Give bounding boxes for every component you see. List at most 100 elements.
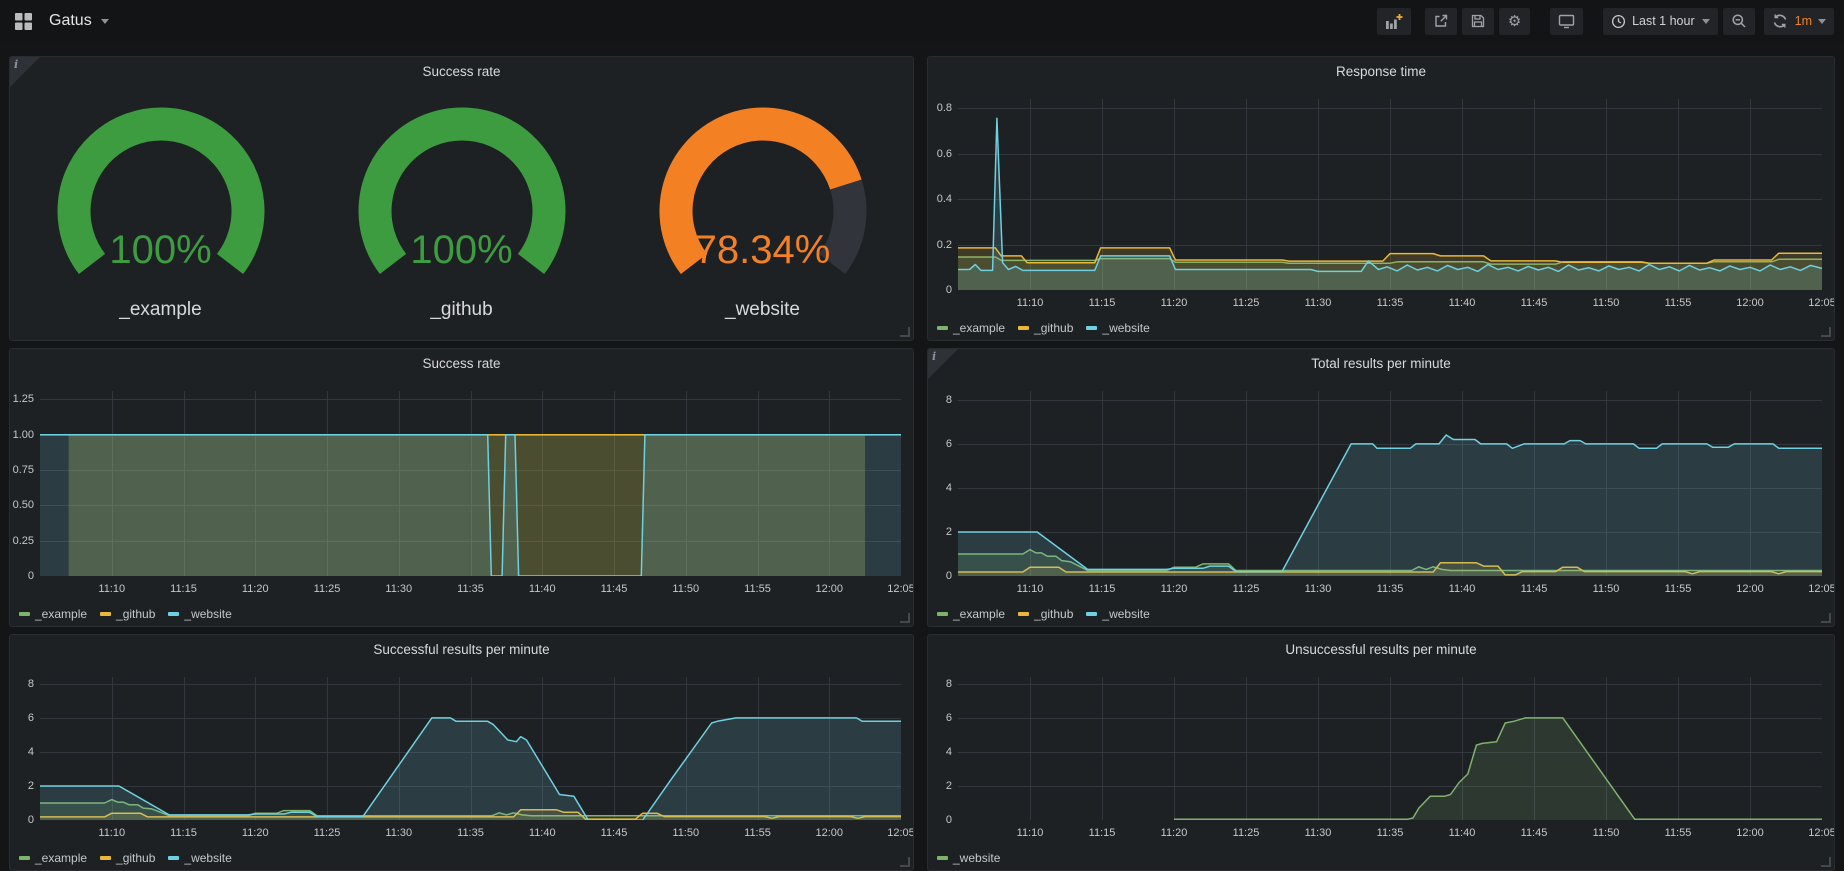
- legend-swatch: [937, 612, 948, 616]
- series-area-_website: [1174, 718, 1822, 820]
- panel-resize-handle[interactable]: [900, 327, 910, 337]
- legend-item-_website[interactable]: _website: [168, 607, 231, 621]
- panel-resize-handle[interactable]: [1821, 327, 1831, 337]
- dashboards-grid-button[interactable]: [10, 8, 37, 35]
- y-axis-tick-label: 4: [928, 482, 952, 494]
- panel-resize-handle[interactable]: [1821, 857, 1831, 867]
- caret-down-icon: [101, 19, 109, 24]
- x-axis-tick-label: 11:45: [586, 583, 642, 595]
- legend-item-_example[interactable]: _example: [937, 607, 1005, 621]
- add-panel-button[interactable]: [1377, 8, 1411, 35]
- legend: _example _github _website: [19, 851, 245, 865]
- y-axis-tick-label: 6: [928, 712, 952, 724]
- x-axis-tick-label: 11:45: [1506, 583, 1562, 595]
- gauge-_website: 78.34%_website: [613, 107, 913, 339]
- x-axis-tick-label: 11:55: [1650, 827, 1706, 839]
- chart-plot-area[interactable]: [40, 391, 901, 576]
- series-area-_website: [40, 718, 901, 820]
- y-axis-tick-label: 8: [928, 394, 952, 406]
- legend-swatch: [937, 326, 948, 330]
- y-axis-tick-label: 0: [10, 814, 34, 826]
- panel-title[interactable]: Success rate: [10, 356, 913, 371]
- legend-name: _website: [1102, 321, 1149, 335]
- chart-plot-area[interactable]: [958, 99, 1822, 290]
- panel-resize-handle[interactable]: [900, 857, 910, 867]
- y-axis-tick-label: 0.25: [10, 535, 34, 547]
- x-axis-tick-label: 11:15: [156, 827, 212, 839]
- panel-title[interactable]: Total results per minute: [928, 356, 1834, 371]
- chart-plot-area[interactable]: [958, 391, 1822, 576]
- zoom-out-button[interactable]: [1723, 8, 1755, 35]
- legend-name: _github: [1034, 607, 1073, 621]
- y-axis-tick-label: 0.75: [10, 464, 34, 476]
- x-axis-tick-label: 12:00: [1722, 583, 1778, 595]
- panel-resize-handle[interactable]: [900, 613, 910, 623]
- y-axis-tick-label: 1.00: [10, 429, 34, 441]
- chart-plot-area[interactable]: [958, 677, 1822, 820]
- legend-item-_github[interactable]: _github: [1018, 607, 1073, 621]
- y-axis-tick-label: 6: [10, 712, 34, 724]
- dashboard-title-dropdown[interactable]: Gatus: [49, 12, 109, 30]
- legend-name: _example: [953, 321, 1005, 335]
- legend-name: _example: [35, 607, 87, 621]
- legend-item-_website[interactable]: _website: [168, 851, 231, 865]
- legend-swatch: [100, 856, 111, 860]
- legend-swatch: [19, 856, 30, 860]
- time-range-picker[interactable]: Last 1 hour: [1603, 8, 1718, 35]
- legend-swatch: [100, 612, 111, 616]
- legend-swatch: [168, 612, 179, 616]
- x-axis-tick-label: 11:25: [299, 583, 355, 595]
- x-axis-tick-label: 11:40: [514, 583, 570, 595]
- legend-item-_website[interactable]: _website: [1086, 321, 1149, 335]
- x-axis-tick-label: 11:15: [156, 583, 212, 595]
- panel-title[interactable]: Response time: [928, 64, 1834, 79]
- monitor-icon: [1558, 13, 1575, 29]
- y-axis-tick-label: 0.6: [928, 148, 952, 160]
- x-axis-tick-label: 11:10: [84, 583, 140, 595]
- gauge-_example: 100%_example: [11, 107, 311, 339]
- x-axis-tick-label: 11:15: [1074, 297, 1130, 309]
- panel-title[interactable]: Unsuccessful results per minute: [928, 642, 1834, 657]
- zoom-out-icon: [1731, 13, 1747, 29]
- x-axis-tick-label: 11:20: [1146, 583, 1202, 595]
- legend: _website: [937, 851, 1013, 865]
- legend-item-_github[interactable]: _github: [1018, 321, 1073, 335]
- legend-item-_website[interactable]: _website: [1086, 607, 1149, 621]
- legend-item-_example[interactable]: _example: [19, 607, 87, 621]
- x-axis-tick-label: 11:30: [1290, 583, 1346, 595]
- y-axis-tick-label: 0.4: [928, 193, 952, 205]
- legend-item-_example[interactable]: _example: [937, 321, 1005, 335]
- panel-resize-handle[interactable]: [1821, 613, 1831, 623]
- x-axis-tick-label: 11:30: [371, 827, 427, 839]
- dashboard-title: Gatus: [49, 12, 92, 30]
- x-axis-tick-label: 11:40: [514, 827, 570, 839]
- panel-response-time: Response time00.20.40.60.811:1011:1511:2…: [927, 56, 1835, 341]
- y-axis-tick-label: 0: [928, 284, 952, 296]
- x-axis-tick-label: 12:05: [873, 583, 914, 595]
- y-axis-tick-label: 4: [928, 746, 952, 758]
- legend-item-_github[interactable]: _github: [100, 851, 155, 865]
- save-icon: [1470, 13, 1486, 29]
- legend-item-_website[interactable]: _website: [937, 851, 1000, 865]
- gauge-label: _github: [312, 299, 612, 321]
- settings-button[interactable]: ⚙: [1499, 8, 1530, 35]
- x-axis-tick-label: 11:10: [84, 827, 140, 839]
- panel-title[interactable]: Success rate: [10, 64, 913, 79]
- legend-item-_example[interactable]: _example: [19, 851, 87, 865]
- share-button[interactable]: [1425, 8, 1457, 35]
- legend: _example _github _website: [937, 607, 1163, 621]
- save-button[interactable]: [1462, 8, 1494, 35]
- x-axis-tick-label: 11:10: [1002, 827, 1058, 839]
- gauge-label: _example: [11, 299, 311, 321]
- panel-title[interactable]: Successful results per minute: [10, 642, 913, 657]
- legend-name: _github: [1034, 321, 1073, 335]
- legend-swatch: [1018, 326, 1029, 330]
- x-axis-tick-label: 11:35: [1362, 827, 1418, 839]
- x-axis-tick-label: 11:35: [1362, 297, 1418, 309]
- panel-total-results: iTotal results per minute0246811:1011:15…: [927, 348, 1835, 627]
- refresh-button[interactable]: 1m: [1764, 8, 1834, 35]
- chart-plot-area[interactable]: [40, 677, 901, 820]
- cycle-view-button[interactable]: [1550, 8, 1583, 35]
- legend-item-_github[interactable]: _github: [100, 607, 155, 621]
- x-axis-tick-label: 11:10: [1002, 297, 1058, 309]
